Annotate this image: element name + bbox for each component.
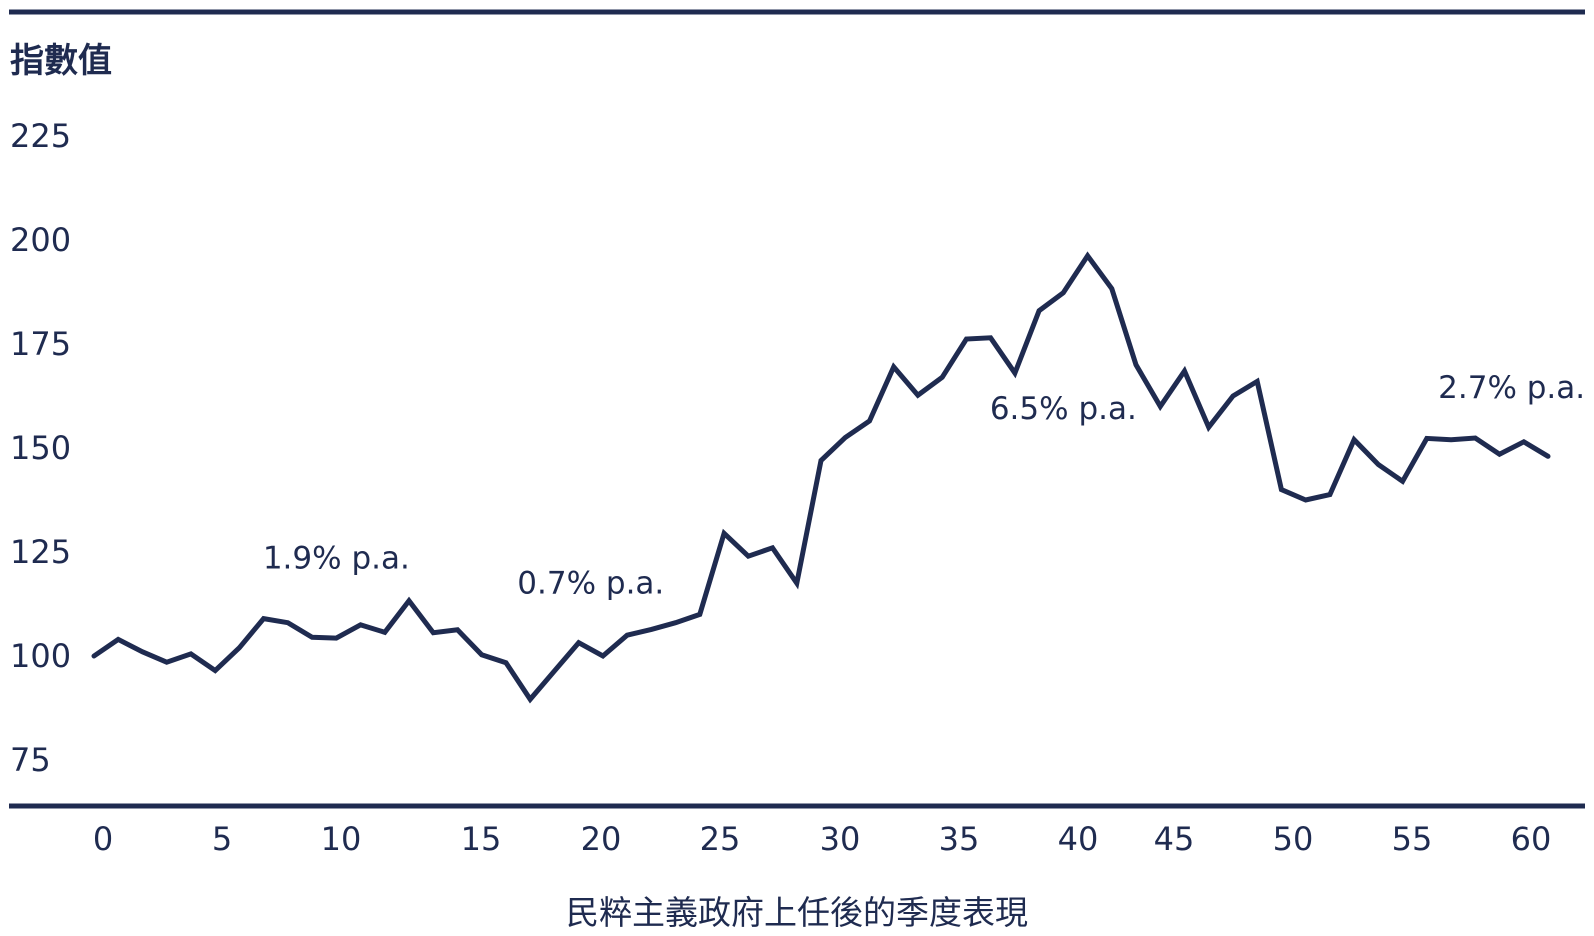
annotation-label: 0.7% p.a. [517,566,664,602]
x-tick-label: 50 [1273,820,1314,858]
x-tick-label: 25 [700,820,741,858]
y-tick-label: 225 [10,117,71,155]
x-tick-label: 0 [93,820,113,858]
annotation-label: 1.9% p.a. [263,541,410,577]
y-tick-label: 150 [10,429,71,467]
x-axis-title: 民粹主義政府上任後的季度表現 [566,893,1028,932]
series-line [91,251,1551,704]
y-axis-title: 指數值 [10,41,112,81]
x-tick-label: 40 [1058,820,1099,858]
y-tick-label: 200 [10,221,71,259]
y-tick-labels: 225 200 175 150 125 100 75 [10,117,71,779]
x-tick-label: 10 [321,820,362,858]
x-tick-labels: 0 5 10 15 20 25 30 35 40 45 50 55 60 [93,820,1552,858]
x-tick-label: 5 [212,820,232,858]
x-tick-label: 15 [461,820,502,858]
annotations: 1.9% p.a. 0.7% p.a. 6.5% p.a. 2.7% p.a. [263,370,1585,602]
annotation-label: 6.5% p.a. [990,391,1137,427]
y-tick-label: 100 [10,637,71,675]
x-tick-label: 35 [939,820,980,858]
y-tick-label: 125 [10,533,71,571]
y-tick-label: 75 [10,741,51,779]
x-tick-label: 55 [1392,820,1433,858]
y-tick-label: 175 [10,325,71,363]
x-tick-label: 20 [581,820,622,858]
x-tick-label: 60 [1511,820,1552,858]
annotation-label: 2.7% p.a. [1438,370,1585,406]
x-tick-label: 30 [820,820,861,858]
x-tick-label: 45 [1154,820,1195,858]
